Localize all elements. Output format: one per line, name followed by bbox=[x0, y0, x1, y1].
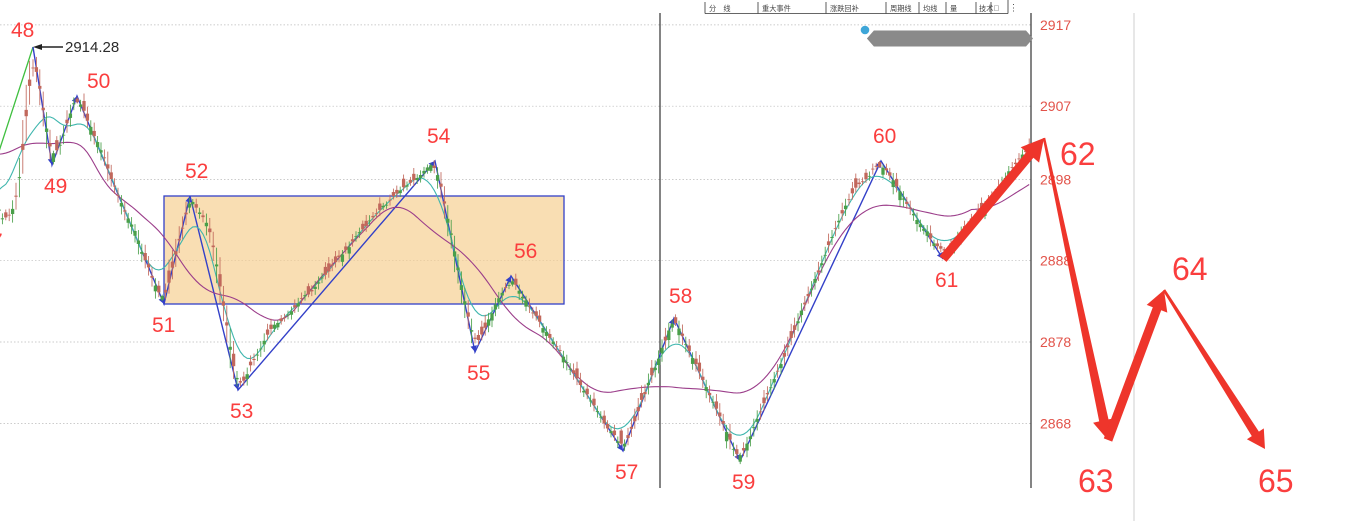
svg-text:57: 57 bbox=[615, 461, 638, 484]
svg-text:64: 64 bbox=[1172, 251, 1208, 287]
svg-text:涨跌回补: 涨跌回补 bbox=[830, 4, 859, 13]
svg-text:重大事件: 重大事件 bbox=[762, 4, 791, 13]
svg-text:53: 53 bbox=[230, 400, 253, 423]
svg-text:⋮: ⋮ bbox=[1009, 3, 1018, 13]
svg-text:50: 50 bbox=[87, 70, 110, 93]
svg-text:48: 48 bbox=[11, 19, 34, 42]
svg-text:54: 54 bbox=[427, 125, 451, 148]
svg-text:60: 60 bbox=[873, 125, 896, 148]
svg-text:61: 61 bbox=[935, 269, 958, 292]
svg-text:量: 量 bbox=[950, 4, 957, 13]
svg-text:49: 49 bbox=[44, 175, 67, 198]
svg-text:2917: 2917 bbox=[1040, 17, 1071, 33]
svg-text:技术: 技术 bbox=[979, 4, 993, 13]
svg-text:2868: 2868 bbox=[1040, 415, 1071, 431]
svg-text:56: 56 bbox=[514, 240, 537, 263]
svg-text:2914.28: 2914.28 bbox=[65, 39, 119, 56]
svg-text:□: □ bbox=[994, 4, 999, 13]
svg-text:分 线: 分 线 bbox=[709, 4, 731, 13]
svg-text:52: 52 bbox=[185, 160, 208, 183]
svg-text:2907: 2907 bbox=[1040, 98, 1071, 114]
svg-text:55: 55 bbox=[467, 362, 490, 385]
svg-text:65: 65 bbox=[1258, 463, 1294, 499]
svg-text:59: 59 bbox=[732, 471, 755, 494]
svg-text:7: 7 bbox=[0, 230, 3, 253]
svg-text:58: 58 bbox=[669, 285, 692, 308]
svg-text:62: 62 bbox=[1060, 136, 1096, 172]
svg-text:51: 51 bbox=[152, 314, 175, 337]
svg-text:2878: 2878 bbox=[1040, 334, 1071, 350]
svg-text:均线: 均线 bbox=[923, 4, 937, 13]
svg-text:63: 63 bbox=[1078, 463, 1114, 499]
svg-text:周期线: 周期线 bbox=[890, 4, 912, 13]
